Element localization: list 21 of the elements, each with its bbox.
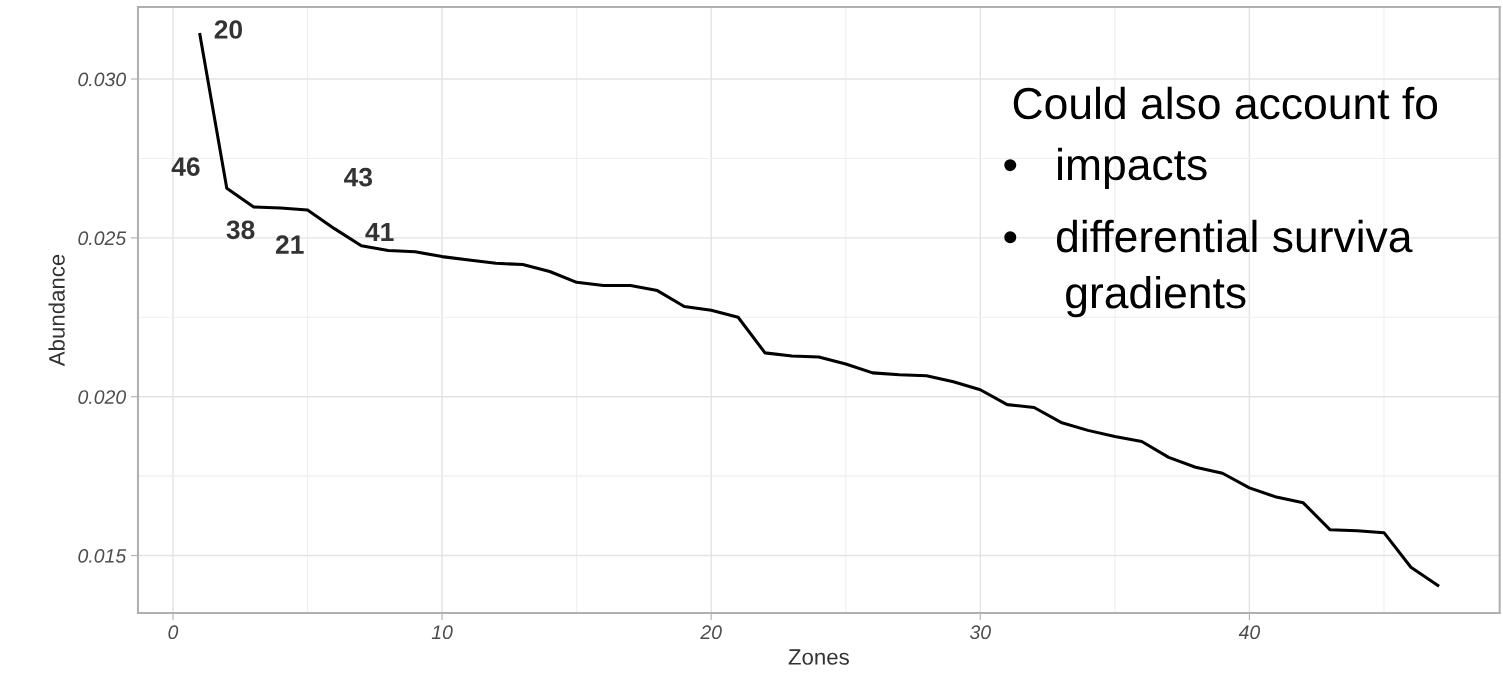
y-axis-title: Abundance <box>48 254 65 367</box>
x-axis-title: Zones <box>788 649 849 665</box>
x-tick-label: 30 <box>969 625 991 640</box>
annotation: • impacts <box>1004 147 1207 190</box>
x-tick-label: 40 <box>1238 625 1261 640</box>
annotation: 20 <box>214 20 243 39</box>
y-tick-label: 0.025 <box>78 231 127 246</box>
annotation: • differential surviva <box>1004 219 1413 253</box>
annotation: Could also account fo <box>1013 86 1438 120</box>
y-tick-label: 0.030 <box>78 72 127 87</box>
x-tick-label: 10 <box>431 625 453 640</box>
annotation: 21 <box>275 235 304 254</box>
annotation: 38 <box>226 220 255 240</box>
annotation: 43 <box>344 167 373 187</box>
annotation: 46 <box>171 157 200 176</box>
y-tick-label: 0.020 <box>78 390 127 404</box>
x-tick-label: 20 <box>700 625 722 640</box>
annotation: gradients <box>1066 275 1246 318</box>
annotation: 41 <box>365 222 394 242</box>
x-tick-label: 0 <box>168 625 179 640</box>
y-tick-label: 0.015 <box>78 549 127 563</box>
